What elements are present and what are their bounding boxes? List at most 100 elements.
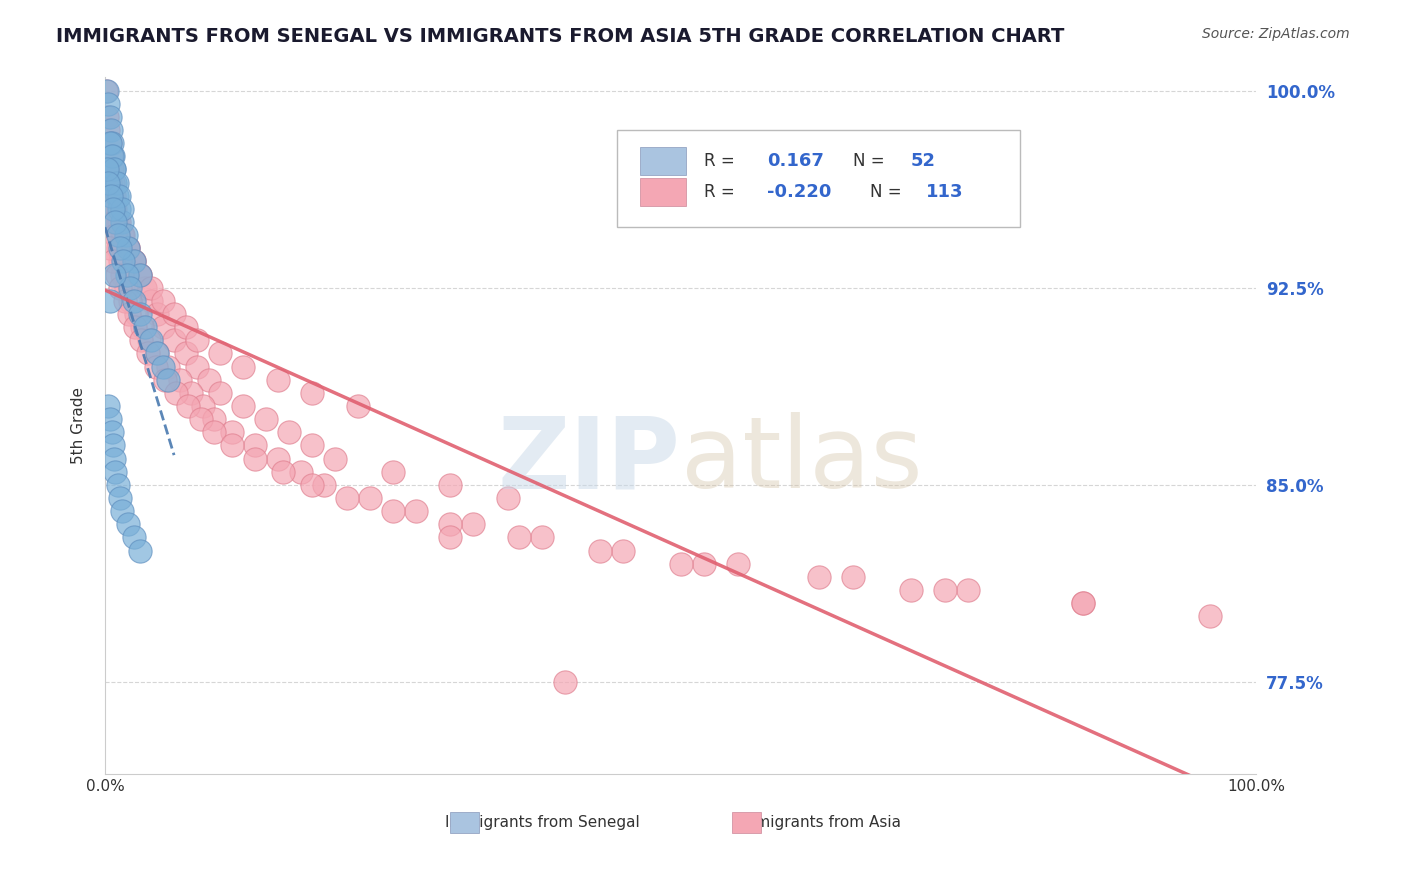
Point — [120, 281, 142, 295]
Point — [1199, 609, 1222, 624]
Point — [312, 478, 335, 492]
Point — [186, 334, 208, 348]
Point — [98, 136, 121, 150]
Point — [122, 531, 145, 545]
Point — [243, 451, 266, 466]
Point — [138, 334, 160, 348]
Point — [100, 188, 122, 202]
Text: Immigrants from Asia: Immigrants from Asia — [737, 815, 901, 830]
Point — [273, 465, 295, 479]
Point — [381, 504, 404, 518]
Point — [842, 570, 865, 584]
Text: N =: N = — [853, 152, 884, 170]
Point — [347, 399, 370, 413]
Y-axis label: 5th Grade: 5th Grade — [72, 387, 86, 464]
Point — [101, 176, 124, 190]
Point — [152, 359, 174, 374]
Point — [107, 215, 129, 229]
Point — [114, 228, 136, 243]
Point — [94, 84, 117, 98]
Point — [117, 241, 139, 255]
Point — [104, 176, 127, 190]
Point — [96, 162, 118, 177]
Point — [128, 268, 150, 282]
Point — [405, 504, 427, 518]
Point — [336, 491, 359, 505]
Point — [97, 176, 120, 190]
Point — [105, 188, 128, 202]
Point — [589, 543, 612, 558]
Point — [122, 254, 145, 268]
Point — [103, 268, 125, 282]
Point — [98, 293, 121, 308]
Point — [153, 373, 176, 387]
Point — [111, 268, 134, 282]
Point — [120, 293, 142, 308]
Point — [105, 215, 128, 229]
Point — [157, 359, 180, 374]
Point — [266, 451, 288, 466]
Point — [128, 268, 150, 282]
Point — [107, 188, 129, 202]
Point — [96, 110, 118, 124]
Point — [612, 543, 634, 558]
Text: 52: 52 — [911, 152, 936, 170]
Point — [180, 385, 202, 400]
Point — [209, 385, 232, 400]
Point — [101, 215, 124, 229]
Point — [96, 162, 118, 177]
Point — [136, 346, 159, 360]
Point — [104, 215, 127, 229]
Point — [97, 399, 120, 413]
Point — [103, 162, 125, 177]
Point — [177, 399, 200, 413]
Point — [146, 307, 169, 321]
FancyBboxPatch shape — [640, 147, 686, 175]
Point — [108, 281, 131, 295]
Point — [146, 346, 169, 360]
Point — [152, 320, 174, 334]
Point — [221, 425, 243, 440]
Point — [105, 176, 128, 190]
Point — [101, 162, 124, 177]
Point — [381, 465, 404, 479]
Point — [103, 162, 125, 177]
Point — [190, 412, 212, 426]
Point — [128, 543, 150, 558]
Point — [101, 254, 124, 268]
Point — [107, 478, 129, 492]
Point — [139, 281, 162, 295]
Point — [97, 96, 120, 111]
Point — [134, 320, 156, 334]
Point — [125, 307, 148, 321]
Point — [232, 399, 254, 413]
Point — [100, 202, 122, 216]
Text: ZIP: ZIP — [498, 412, 681, 509]
Point — [202, 425, 225, 440]
Text: Source: ZipAtlas.com: Source: ZipAtlas.com — [1202, 27, 1350, 41]
Point — [508, 531, 530, 545]
Point — [186, 359, 208, 374]
Point — [301, 385, 323, 400]
Point — [463, 517, 485, 532]
FancyBboxPatch shape — [450, 813, 479, 833]
Point — [145, 359, 167, 374]
Point — [111, 228, 134, 243]
Point — [439, 517, 461, 532]
Point — [301, 438, 323, 452]
Text: R =: R = — [703, 152, 734, 170]
Point — [103, 451, 125, 466]
Point — [107, 228, 129, 243]
Point — [152, 293, 174, 308]
Point — [122, 293, 145, 308]
Point — [359, 491, 381, 505]
Point — [209, 346, 232, 360]
Point — [101, 438, 124, 452]
Point — [98, 176, 121, 190]
Point — [554, 675, 576, 690]
Point — [112, 254, 135, 268]
Point — [96, 84, 118, 98]
Point — [111, 202, 134, 216]
Point — [134, 281, 156, 295]
Point — [531, 531, 554, 545]
